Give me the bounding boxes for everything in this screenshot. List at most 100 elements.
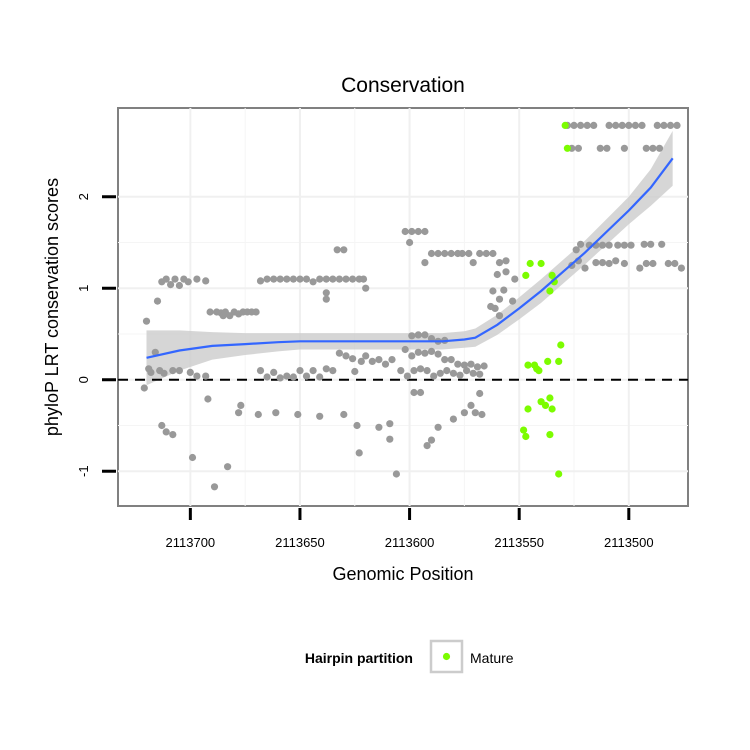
point-other	[270, 368, 278, 376]
point-other	[423, 442, 431, 450]
y-tick-label: 2	[76, 193, 91, 200]
point-other	[397, 367, 405, 375]
point-other	[416, 365, 425, 373]
point-other	[482, 249, 490, 258]
point-mature	[548, 271, 556, 279]
point-other	[590, 121, 598, 129]
point-other	[272, 409, 280, 417]
points-layer	[140, 121, 686, 491]
point-other	[666, 121, 675, 129]
point-other	[441, 249, 449, 258]
point-other	[329, 275, 337, 283]
point-mature	[524, 361, 532, 369]
point-other	[620, 259, 629, 268]
point-other	[443, 367, 451, 375]
point-other	[421, 227, 429, 236]
point-other	[283, 275, 291, 283]
point-other	[577, 121, 585, 129]
point-other	[636, 264, 644, 272]
point-other	[454, 360, 462, 368]
point-other	[460, 361, 468, 369]
point-other	[480, 362, 488, 370]
point-other	[436, 369, 444, 377]
legend-title: Hairpin partition	[305, 650, 413, 666]
point-other	[581, 264, 589, 272]
point-other	[473, 363, 482, 371]
point-other	[642, 144, 650, 152]
chart-title: Conservation	[341, 74, 465, 97]
point-other	[357, 357, 365, 365]
point-other	[640, 240, 648, 248]
point-other	[252, 308, 260, 316]
point-other	[322, 365, 330, 373]
point-other	[603, 144, 611, 152]
point-other	[447, 249, 455, 258]
point-mature	[563, 144, 572, 152]
point-other	[322, 275, 330, 283]
point-other	[171, 275, 179, 283]
point-other	[469, 369, 477, 377]
point-other	[263, 373, 271, 381]
point-other	[140, 384, 148, 392]
point-other	[254, 410, 262, 419]
point-mature	[522, 271, 530, 279]
y-tick-label: -1	[76, 465, 91, 477]
point-other	[408, 332, 416, 340]
point-other	[294, 410, 302, 419]
point-other	[598, 241, 607, 249]
point-other	[467, 360, 475, 368]
point-other	[340, 410, 348, 419]
point-other	[664, 259, 672, 268]
point-other	[421, 259, 429, 267]
legend-key-mature	[442, 652, 451, 661]
y-tick-label: 0	[76, 376, 91, 383]
point-other	[302, 372, 311, 380]
point-other	[169, 431, 177, 439]
point-other	[427, 249, 436, 258]
point-other	[349, 355, 357, 363]
point-mature	[520, 426, 528, 434]
point-other	[353, 421, 361, 430]
point-other	[491, 304, 499, 312]
point-mature	[533, 365, 541, 373]
point-other	[359, 275, 368, 283]
point-other	[408, 227, 416, 236]
point-other	[329, 367, 337, 375]
point-other	[511, 275, 519, 283]
point-other	[335, 275, 343, 283]
point-other	[647, 240, 655, 248]
point-other	[495, 295, 504, 303]
legend-label-mature: Mature	[470, 650, 514, 666]
point-other	[403, 372, 411, 380]
point-other	[202, 372, 210, 380]
point-other	[355, 449, 363, 457]
point-other	[362, 284, 370, 292]
point-other	[476, 249, 484, 258]
point-mature	[546, 431, 554, 439]
point-other	[577, 240, 585, 248]
point-other	[368, 357, 376, 365]
point-other	[349, 275, 357, 283]
point-other	[460, 409, 468, 417]
point-other	[463, 367, 471, 375]
point-other	[392, 470, 400, 478]
point-other	[618, 121, 626, 129]
point-other	[658, 240, 666, 248]
point-other	[660, 121, 668, 129]
point-other	[427, 347, 436, 355]
point-mature	[541, 401, 550, 409]
point-other	[381, 360, 390, 368]
smooth-trend-line	[146, 157, 674, 359]
point-other	[673, 121, 681, 129]
point-other	[184, 278, 192, 286]
point-other	[570, 121, 578, 129]
point-other	[142, 317, 151, 325]
point-other	[167, 281, 175, 289]
point-other	[572, 246, 580, 254]
point-other	[256, 367, 265, 375]
point-other	[649, 259, 657, 268]
point-other	[322, 289, 330, 297]
point-other	[289, 275, 297, 283]
point-other	[449, 369, 457, 377]
x-tick-label: 2113650	[275, 535, 325, 550]
